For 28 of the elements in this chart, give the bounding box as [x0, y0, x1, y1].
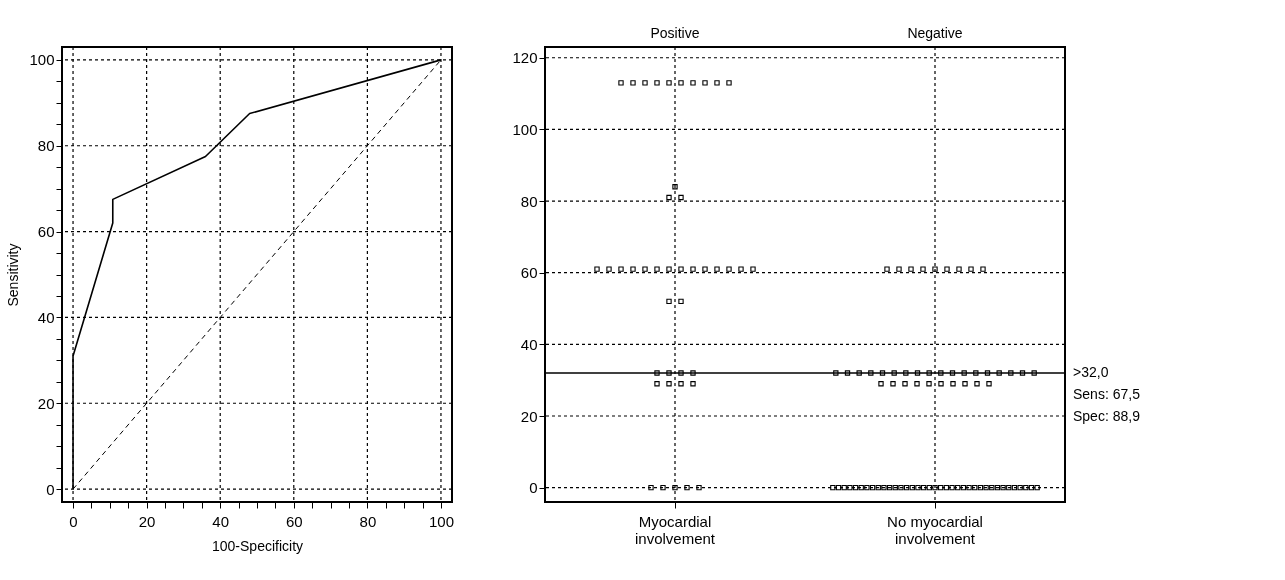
x-tick-label: 0	[69, 512, 78, 530]
y-tick-label: 100	[29, 51, 55, 69]
y-tick-label: 80	[520, 192, 538, 210]
y-tick-label: 40	[37, 308, 55, 326]
x-axis-title: 100-Specificity	[211, 537, 304, 554]
x-tick-label: No myocardial involvement	[887, 512, 983, 547]
text: Sens: 67,5	[1073, 386, 1141, 403]
x-tick-label: Myocardial involvement	[634, 512, 716, 547]
text: Spec: 88,9	[1073, 408, 1141, 425]
y-tick-label: 60	[37, 223, 55, 241]
y-tick-label: 20	[37, 394, 55, 412]
x-tick-label: 80	[359, 512, 377, 530]
y-tick-label: 40	[520, 335, 538, 353]
x-tick-label: 20	[138, 512, 156, 530]
text: Positive	[650, 25, 700, 41]
y-axis-title: Sensitivity	[5, 243, 22, 307]
y-tick-label: 80	[37, 137, 55, 155]
y-tick-label: 0	[46, 480, 55, 498]
y-tick-label: 0	[529, 479, 538, 497]
text: Negative	[907, 25, 963, 41]
y-tick-label: 100	[512, 120, 538, 138]
y-tick-label: 120	[512, 49, 538, 67]
y-tick-label: 20	[520, 407, 538, 425]
ref-line-label: >32,0	[1073, 364, 1109, 381]
x-tick-label: 60	[285, 512, 303, 530]
x-tick-label: 40	[212, 512, 230, 530]
y-tick-label: 60	[520, 264, 538, 282]
x-tick-label: 100	[428, 512, 454, 530]
